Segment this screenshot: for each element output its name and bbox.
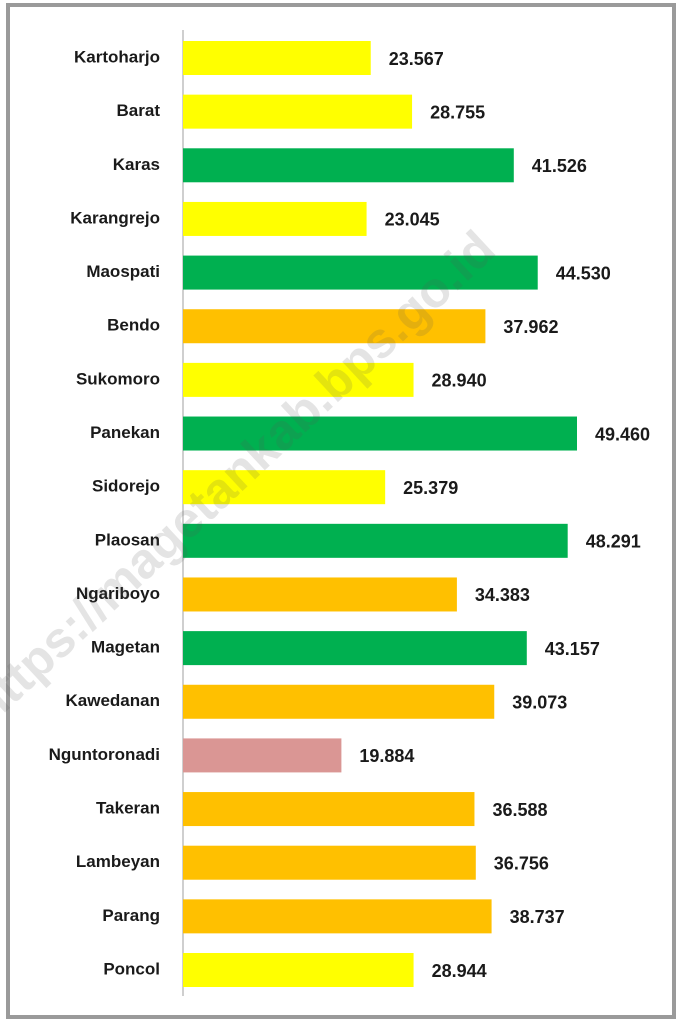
value-label: 36.756 [494,853,549,873]
value-label: 43.157 [545,639,600,659]
bar [183,631,527,666]
value-label: 38.737 [510,907,565,927]
value-label: 23.045 [385,210,440,230]
category-label: Barat [117,101,161,120]
category-label: Magetan [91,638,160,657]
category-label: Sidorejo [92,477,160,496]
bar [183,899,492,934]
category-label: Sukomoro [76,369,160,388]
bar [183,416,577,451]
bar [183,201,367,236]
value-label: 19.884 [359,746,414,766]
value-label: 23.567 [389,49,444,69]
category-label: Kawedanan [66,691,160,710]
value-label: 25.379 [403,478,458,498]
bar [183,577,457,612]
category-label: Bendo [107,316,160,335]
value-label: 36.588 [492,800,547,820]
category-label: Parang [102,906,160,925]
category-label: Maospati [86,262,160,281]
category-label: Ngariboyo [76,584,160,603]
bar [183,523,568,558]
value-label: 49.460 [595,424,650,444]
bar [183,792,475,827]
category-label: Poncol [103,959,160,978]
value-label: 28.755 [430,102,485,122]
bar [183,738,342,773]
bar [183,684,495,719]
category-label: Karangrejo [70,208,160,227]
bar [183,953,414,987]
value-label: 28.944 [432,961,487,981]
value-label: 48.291 [586,532,641,552]
category-label: Nguntoronadi [49,745,160,764]
category-label: Lambeyan [76,852,160,871]
category-label: Takeran [96,799,160,818]
bar [183,255,538,290]
bar [183,148,514,183]
value-label: 28.940 [432,371,487,391]
value-label: 41.526 [532,156,587,176]
bar [183,94,413,129]
value-label: 44.530 [556,263,611,283]
value-label: 39.073 [512,693,567,713]
bar [183,309,486,344]
frame [6,3,676,1019]
bar [183,470,386,505]
value-label: 34.383 [475,585,530,605]
category-label: Karas [113,155,160,174]
category-label: Plaosan [95,530,160,549]
value-label: 37.962 [503,317,558,337]
bar [183,362,414,397]
category-label: Kartoharjo [74,47,160,66]
bar [183,845,476,880]
category-label: Panekan [90,423,160,442]
bar [183,41,371,75]
